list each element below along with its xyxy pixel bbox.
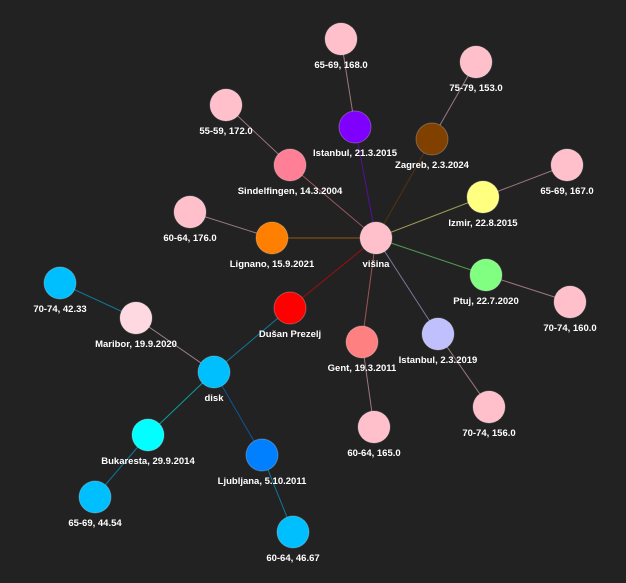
node-circle[interactable] (469, 258, 503, 292)
node-circle[interactable] (131, 418, 165, 452)
node-label: 65-69, 167.0 (540, 186, 593, 197)
node-circle[interactable] (472, 390, 506, 424)
node-ljubljana_leaf[interactable]: 60-64, 46.67 (266, 515, 320, 564)
node-label: Gent, 19.3.2011 (328, 363, 397, 374)
node-label: 60-64, 176.0 (163, 233, 216, 244)
node-label: 65-69, 44.54 (68, 518, 122, 529)
node-label: disk (204, 393, 224, 404)
node-lignano_leaf[interactable]: 60-64, 176.0 (163, 195, 217, 244)
node-label: Bukaresta, 29.9.2014 (101, 456, 195, 467)
node-label: Zagreb, 2.3.2024 (395, 160, 470, 171)
edge-visina-gent (361, 237, 377, 343)
node-circle[interactable] (43, 266, 77, 300)
edge-visina-zagreb (375, 138, 433, 239)
node-ptuj[interactable]: Ptuj, 22.7.2020 (453, 258, 519, 307)
node-bukaresta_leaf[interactable]: 65-69, 44.54 (68, 480, 122, 529)
node-circle[interactable] (338, 110, 372, 144)
node-ljubljana[interactable]: Ljubljana, 5.10.2011 (218, 438, 307, 487)
node-label: Istanbul, 2.3.2019 (399, 355, 478, 366)
node-label: Izmir, 22.8.2015 (448, 218, 518, 229)
node-circle[interactable] (459, 45, 493, 79)
node-label: Istanbul, 21.3.2015 (313, 148, 398, 159)
node-circle[interactable] (466, 180, 500, 214)
node-circle[interactable] (78, 480, 112, 514)
node-circle[interactable] (173, 195, 207, 229)
node-circle[interactable] (273, 291, 307, 325)
node-circle[interactable] (255, 221, 289, 255)
node-label: 70-74, 156.0 (462, 428, 515, 439)
node-gent[interactable]: Gent, 19.3.2011 (328, 325, 397, 374)
node-istanbul2_leaf[interactable]: 70-74, 156.0 (462, 390, 516, 439)
node-circle[interactable] (345, 325, 379, 359)
node-sindelfingen[interactable]: Sindelfingen, 14.3.2004 (238, 148, 343, 197)
node-circle[interactable] (273, 148, 307, 182)
node-label: Ljubljana, 5.10.2011 (218, 476, 307, 487)
node-sindelfingen_leaf[interactable]: 55-59, 172.0 (199, 88, 253, 137)
node-istanbul2[interactable]: Istanbul, 2.3.2019 (399, 317, 478, 366)
node-label: 60-64, 46.67 (266, 553, 319, 564)
edge-visina-sindelfingen (289, 164, 377, 239)
node-label: 70-74, 42.33 (33, 304, 86, 315)
node-izmir_leaf[interactable]: 65-69, 167.0 (540, 148, 594, 197)
node-istanbul1_leaf[interactable]: 65-69, 168.0 (314, 22, 368, 71)
node-visina[interactable]: višina (359, 221, 393, 270)
nodes: višina Dušan Prezelj disk Maribor, 19.9.202… (33, 22, 597, 564)
node-circle[interactable] (415, 122, 449, 156)
node-label: 60-64, 165.0 (347, 448, 400, 459)
node-circle[interactable] (553, 285, 587, 319)
edge-visina-istanbul2 (375, 237, 439, 335)
node-label: Sindelfingen, 14.3.2004 (238, 186, 343, 197)
node-label: 55-59, 172.0 (199, 126, 252, 137)
node-label: višina (363, 259, 391, 270)
node-circle[interactable] (359, 221, 393, 255)
edge-visina-ptuj (375, 237, 487, 276)
node-prezelj[interactable]: Dušan Prezelj (259, 291, 321, 340)
node-zagreb[interactable]: Zagreb, 2.3.2024 (395, 122, 470, 171)
node-circle[interactable] (276, 515, 310, 549)
node-label: Lignano, 15.9.2021 (230, 259, 315, 270)
node-circle[interactable] (209, 88, 243, 122)
node-label: Dušan Prezelj (259, 329, 321, 340)
node-label: 70-74, 160.0 (543, 323, 596, 334)
node-label: 65-69, 168.0 (314, 60, 367, 71)
edge-visina-istanbul1 (354, 126, 377, 239)
edge-prezelj-disk (213, 307, 291, 373)
node-disk[interactable]: disk (197, 355, 231, 404)
node-circle[interactable] (421, 317, 455, 351)
node-circle[interactable] (324, 22, 358, 56)
node-label: Ptuj, 22.7.2020 (453, 296, 518, 307)
node-istanbul1[interactable]: Istanbul, 21.3.2015 (313, 110, 398, 159)
node-lignano[interactable]: Lignano, 15.9.2021 (230, 221, 315, 270)
node-zagreb_leaf[interactable]: 75-79, 153.0 (449, 45, 503, 94)
edge-visina-prezelj (289, 237, 377, 309)
node-circle[interactable] (550, 148, 584, 182)
node-circle[interactable] (197, 355, 231, 389)
node-circle[interactable] (119, 301, 153, 335)
node-maribor[interactable]: Maribor, 19.9.2020 (95, 301, 177, 350)
node-label: 75-79, 153.0 (449, 83, 502, 94)
node-maribor_leaf[interactable]: 70-74, 42.33 (33, 266, 87, 315)
node-gent_leaf[interactable]: 60-64, 165.0 (347, 410, 401, 459)
node-circle[interactable] (245, 438, 279, 472)
node-bukaresta[interactable]: Bukaresta, 29.9.2014 (101, 418, 195, 467)
node-izmir[interactable]: Izmir, 22.8.2015 (448, 180, 518, 229)
node-ptuj_leaf[interactable]: 70-74, 160.0 (543, 285, 597, 334)
edge-visina-izmir (375, 196, 484, 239)
node-circle[interactable] (357, 410, 391, 444)
node-label: Maribor, 19.9.2020 (95, 339, 177, 350)
